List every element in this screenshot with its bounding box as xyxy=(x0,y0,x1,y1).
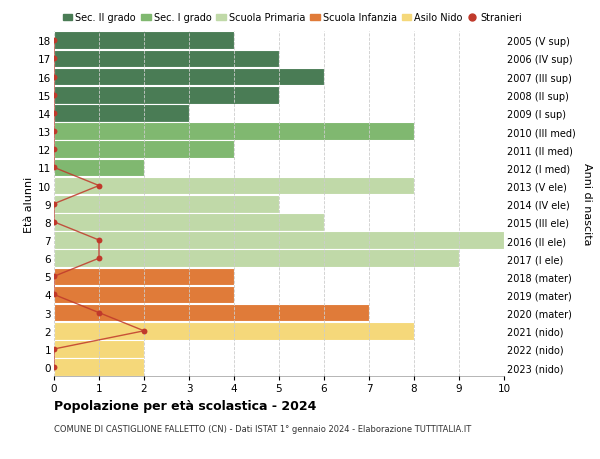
Point xyxy=(49,164,59,172)
Bar xyxy=(54,50,279,68)
Point xyxy=(94,255,104,262)
Bar xyxy=(54,69,324,86)
Point xyxy=(49,38,59,45)
Bar xyxy=(54,358,144,376)
Point xyxy=(94,237,104,244)
Point xyxy=(49,218,59,226)
Bar xyxy=(54,232,504,249)
Bar xyxy=(54,286,234,304)
Bar xyxy=(54,33,234,50)
Point xyxy=(49,92,59,99)
Text: COMUNE DI CASTIGLIONE FALLETTO (CN) - Dati ISTAT 1° gennaio 2024 - Elaborazione : COMUNE DI CASTIGLIONE FALLETTO (CN) - Da… xyxy=(54,425,471,434)
Bar xyxy=(54,141,234,159)
Point xyxy=(49,364,59,371)
Bar xyxy=(54,87,279,104)
Point xyxy=(139,327,149,335)
Point xyxy=(49,110,59,118)
Bar xyxy=(54,159,144,177)
Point xyxy=(49,56,59,63)
Legend: Sec. II grado, Sec. I grado, Scuola Primaria, Scuola Infanzia, Asilo Nido, Stran: Sec. II grado, Sec. I grado, Scuola Prim… xyxy=(59,10,526,27)
Bar xyxy=(54,268,234,285)
Point xyxy=(49,74,59,81)
Text: Popolazione per età scolastica - 2024: Popolazione per età scolastica - 2024 xyxy=(54,399,316,412)
Bar xyxy=(54,341,144,358)
Point xyxy=(94,309,104,317)
Bar xyxy=(54,105,189,123)
Bar xyxy=(54,322,414,340)
Bar xyxy=(54,213,324,231)
Y-axis label: Età alunni: Età alunni xyxy=(24,176,34,232)
Bar xyxy=(54,123,414,140)
Point xyxy=(94,183,104,190)
Point xyxy=(49,128,59,135)
Point xyxy=(49,201,59,208)
Point xyxy=(49,146,59,154)
Bar xyxy=(54,196,279,213)
Point xyxy=(49,273,59,280)
Bar xyxy=(54,177,414,195)
Point xyxy=(49,291,59,298)
Point xyxy=(49,346,59,353)
Bar xyxy=(54,250,459,268)
Bar xyxy=(54,304,369,322)
Y-axis label: Anni di nascita: Anni di nascita xyxy=(582,163,592,246)
